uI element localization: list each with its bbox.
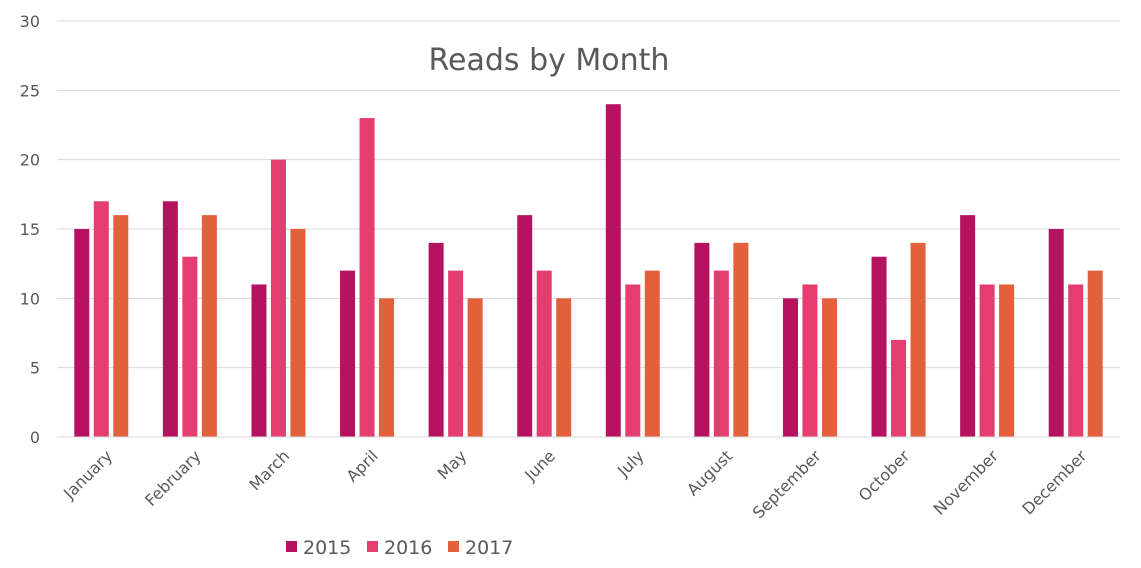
bar xyxy=(379,298,395,437)
bar xyxy=(182,256,198,437)
bar-group xyxy=(1048,229,1103,437)
bar-group xyxy=(162,201,217,437)
bar xyxy=(93,201,109,437)
x-tick-label: May xyxy=(434,446,471,483)
legend-label: 2015 xyxy=(303,537,351,559)
bar xyxy=(733,242,749,437)
bar xyxy=(74,229,90,437)
bars xyxy=(74,104,1103,438)
legend-swatch xyxy=(448,541,459,552)
legend-swatch xyxy=(286,541,297,552)
bar xyxy=(821,298,837,437)
y-tick-label: 20 xyxy=(20,151,40,170)
x-tick-label: April xyxy=(343,446,382,485)
bar-group xyxy=(871,242,926,437)
legend-label: 2016 xyxy=(384,537,432,559)
legend-swatch xyxy=(367,541,378,552)
bar-group xyxy=(340,118,395,438)
x-axis-ticks: January February March April May June July Augu… xyxy=(59,446,1091,522)
gridlines xyxy=(57,20,1120,369)
y-tick-label: 30 xyxy=(20,12,40,31)
bar xyxy=(162,201,178,437)
x-tick-label: August xyxy=(683,446,736,499)
bar-group xyxy=(960,215,1015,437)
bar xyxy=(960,215,976,437)
x-tick-label: January xyxy=(59,446,116,503)
legend-label: 2017 xyxy=(465,537,513,559)
legend-item: 2017 xyxy=(448,537,513,559)
x-tick-label: September xyxy=(749,446,825,522)
bar xyxy=(556,298,572,437)
legend-item: 2015 xyxy=(286,537,351,559)
legend-item: 2016 xyxy=(367,537,432,559)
bar xyxy=(113,215,129,437)
bar xyxy=(201,215,217,437)
bar xyxy=(979,284,995,437)
y-tick-label: 0 xyxy=(30,428,40,447)
bar xyxy=(694,242,710,437)
bar xyxy=(891,339,907,437)
bar-group xyxy=(694,242,749,437)
x-tick-label: March xyxy=(245,446,293,494)
y-tick-label: 25 xyxy=(20,81,40,100)
y-axis-ticks: 0 5 10 15 20 25 30 xyxy=(20,12,40,447)
bar xyxy=(1087,270,1103,437)
bar-group xyxy=(74,201,129,437)
legend: 2015 2016 2017 xyxy=(286,537,513,559)
x-tick-label: June xyxy=(520,446,559,485)
bar-group xyxy=(782,284,837,437)
bar xyxy=(605,104,621,437)
bar xyxy=(999,284,1015,437)
bar xyxy=(251,284,267,437)
bar xyxy=(270,159,286,437)
bar xyxy=(359,118,375,438)
bar xyxy=(448,270,464,437)
bar xyxy=(1068,284,1084,437)
bar xyxy=(340,270,356,437)
bar xyxy=(517,215,533,437)
x-tick-label: July xyxy=(613,446,647,480)
bar-group xyxy=(428,242,483,437)
bar xyxy=(910,242,926,437)
y-tick-label: 10 xyxy=(20,289,40,308)
bar xyxy=(644,270,660,437)
bar xyxy=(782,298,798,437)
bar-group xyxy=(251,159,306,437)
chart-title: Reads by Month xyxy=(429,43,670,78)
bar xyxy=(802,284,818,437)
x-tick-label: February xyxy=(141,446,205,510)
bar xyxy=(536,270,552,437)
x-tick-label: November xyxy=(930,446,1003,519)
y-tick-label: 15 xyxy=(20,220,40,239)
x-tick-label: October xyxy=(855,446,914,505)
bar xyxy=(1048,229,1064,437)
bar-group xyxy=(517,215,572,437)
y-tick-label: 5 xyxy=(30,359,40,378)
bar xyxy=(428,242,444,437)
bar xyxy=(625,284,641,437)
bar xyxy=(713,270,729,437)
bar xyxy=(467,298,483,437)
x-tick-label: December xyxy=(1018,446,1090,518)
bar-group xyxy=(605,104,660,437)
bar xyxy=(871,256,887,437)
bar xyxy=(290,229,306,437)
